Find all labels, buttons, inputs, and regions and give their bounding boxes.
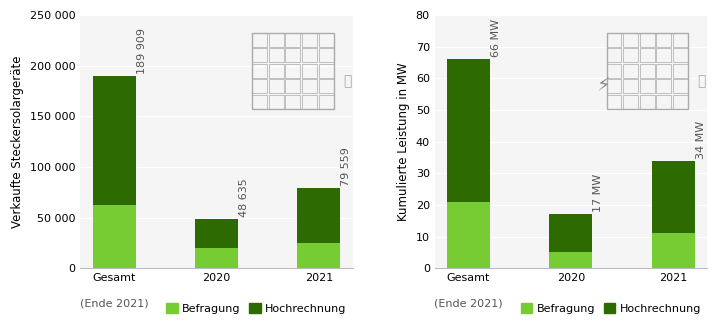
Text: 17 MW: 17 MW xyxy=(593,174,604,212)
Text: 66 MW: 66 MW xyxy=(491,19,501,57)
Bar xyxy=(447,202,490,268)
Bar xyxy=(550,252,593,268)
Text: 48 635: 48 635 xyxy=(239,178,249,217)
Text: 🔌: 🔌 xyxy=(343,74,352,88)
Legend: Befragung, Hochrechnung: Befragung, Hochrechnung xyxy=(162,299,351,318)
Text: 189 909: 189 909 xyxy=(137,28,146,74)
Bar xyxy=(652,233,695,268)
Y-axis label: Verkaufte Steckersolargeräte: Verkaufte Steckersolargeräte xyxy=(11,55,24,228)
Bar xyxy=(297,243,340,268)
Text: 34 MW: 34 MW xyxy=(696,120,706,159)
Bar xyxy=(92,76,135,205)
Bar xyxy=(652,161,695,233)
Legend: Befragung, Hochrechnung: Befragung, Hochrechnung xyxy=(517,299,705,318)
Text: 🔌: 🔌 xyxy=(697,74,706,88)
Bar xyxy=(195,219,238,248)
Bar xyxy=(447,60,490,202)
Text: ⚡: ⚡ xyxy=(597,77,611,95)
Bar xyxy=(195,248,238,268)
Bar xyxy=(297,188,340,243)
Bar xyxy=(550,215,593,252)
Text: (Ende 2021): (Ende 2021) xyxy=(434,299,503,309)
Text: (Ende 2021): (Ende 2021) xyxy=(80,299,149,309)
Bar xyxy=(92,205,135,268)
Text: 79 559: 79 559 xyxy=(341,147,352,186)
Y-axis label: Kumulierte Leistung in MW: Kumulierte Leistung in MW xyxy=(397,62,410,221)
